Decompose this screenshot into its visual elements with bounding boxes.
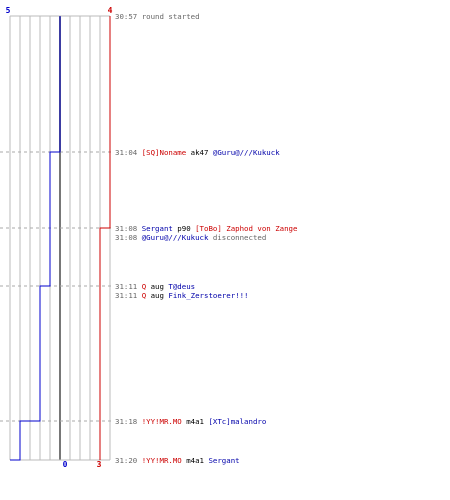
event-row: 30:57 round started <box>115 12 200 21</box>
blue-player-name: Sergant <box>141 224 173 233</box>
event-weapon: p90 <box>172 224 196 233</box>
event-weapon: m4a1 <box>181 456 209 465</box>
blue-player-name: Fink_Zerstoerer!!! <box>168 291 249 300</box>
red-player-name: !YY!MR.MO <box>141 456 182 465</box>
event-weapon: ak47 <box>186 148 213 157</box>
red-end-count: 3 <box>97 460 102 469</box>
event-text: round started <box>141 12 200 21</box>
event-time: 31:08 <box>115 233 142 242</box>
event-time: 31:11 <box>115 282 142 291</box>
event-weapon: aug <box>146 282 169 291</box>
event-time: 31:20 <box>115 456 142 465</box>
blue-team-line <box>10 16 61 461</box>
event-row: 31:11 Q aug Fink_Zerstoerer!!! <box>115 291 249 300</box>
red-player-name: [ToBo] Zaphod von Zange <box>195 224 298 233</box>
red-player-name: Q <box>141 291 147 300</box>
event-row: 31:20 !YY!MR.MO m4a1 Sergant <box>115 456 240 465</box>
event-time: 30:57 <box>115 12 142 21</box>
red-player-name: Q <box>141 282 147 291</box>
event-row: 31:04 [SQ]Noname ak47 @Guru@///Kukuck <box>115 148 280 157</box>
event-weapon: aug <box>146 291 169 300</box>
red-team-line <box>99 16 111 460</box>
blue-player-name: @Guru@///Kukuck <box>212 148 280 157</box>
blue-start-count: 5 <box>6 6 11 15</box>
event-time: 31:18 <box>115 417 142 426</box>
blue-player-name: T@deus <box>168 282 196 291</box>
red-player-name: [SQ]Noname <box>141 148 187 157</box>
event-row: 31:08 Sergant p90 [ToBo] Zaphod von Zang… <box>115 224 297 233</box>
event-time: 31:11 <box>115 291 142 300</box>
blue-player-name: @Guru@///Kukuck <box>141 233 209 242</box>
blue-end-count: 0 <box>63 460 68 469</box>
event-row: 31:08 @Guru@///Kukuck disconnected <box>115 233 266 242</box>
event-row: 31:11 Q aug T@deus <box>115 282 195 291</box>
red-start-count: 4 <box>108 6 113 15</box>
blue-player-name: [XTc]malandro <box>208 417 267 426</box>
event-weapon: m4a1 <box>181 417 209 426</box>
event-text: disconnected <box>208 233 267 242</box>
event-separators <box>0 151 113 422</box>
event-time: 31:04 <box>115 148 142 157</box>
blue-player-name: Sergant <box>208 456 240 465</box>
event-row: 31:18 !YY!MR.MO m4a1 [XTc]malandro <box>115 417 266 426</box>
event-time: 31:08 <box>115 224 142 233</box>
red-player-name: !YY!MR.MO <box>141 417 182 426</box>
